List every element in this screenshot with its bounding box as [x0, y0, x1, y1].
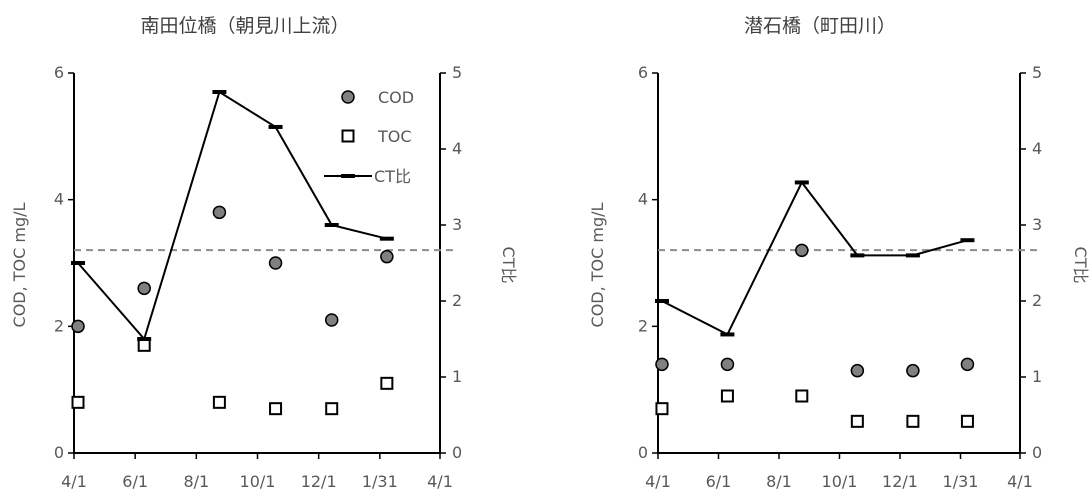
toc-point [137, 338, 151, 352]
x-tick-label: 4/1 [1007, 472, 1033, 491]
cod-point [324, 313, 339, 327]
x-tick-label: 10/1 [822, 472, 858, 491]
y2-tick-label: 3 [452, 215, 462, 234]
toc-point [655, 402, 669, 416]
chart-title: 潜石橋（町田川） [744, 15, 896, 37]
cod-point [71, 319, 85, 334]
x-tick-label: 4/1 [645, 472, 671, 491]
x-tick-label: 8/1 [183, 472, 209, 491]
x-tick-label: 1/31 [943, 472, 979, 491]
legend-label: COD [378, 88, 414, 107]
legend-toc-marker [341, 129, 355, 143]
x-tick-label: 12/1 [301, 472, 337, 491]
chart-title: 南田位橋（朝見川上流） [140, 15, 349, 37]
legend-cod-marker [341, 90, 355, 104]
y2-tick-label: 0 [452, 443, 462, 462]
toc-point [71, 395, 85, 409]
y2-axis-label: CT比 [1071, 247, 1090, 284]
y2-tick-label: 3 [1032, 215, 1042, 234]
toc-point [269, 402, 283, 416]
toc-point [720, 389, 734, 403]
legend-label: TOC [377, 127, 412, 146]
x-tick-label: 10/1 [240, 472, 276, 491]
y-tick-label: 0 [638, 443, 648, 462]
y2-tick-label: 0 [1032, 443, 1042, 462]
x-tick-label: 8/1 [766, 472, 792, 491]
toc-point [960, 414, 974, 428]
cod-point [380, 249, 394, 264]
y2-tick-label: 1 [452, 367, 462, 386]
cod-point [720, 357, 735, 372]
y2-tick-label: 4 [1032, 139, 1042, 158]
y-tick-label: 4 [638, 190, 648, 209]
y-axis-label: COD, TOC mg/L [10, 202, 29, 327]
y-tick-label: 0 [54, 443, 64, 462]
y-tick-label: 6 [54, 63, 64, 82]
y-tick-label: 2 [638, 316, 648, 335]
ct-ratio-line [77, 90, 388, 342]
toc-point [325, 402, 339, 416]
y2-tick-label: 5 [452, 63, 462, 82]
cod-point [655, 357, 669, 372]
x-tick-label: 4/1 [61, 472, 87, 491]
y-axis-label: COD, TOC mg/L [588, 202, 607, 327]
toc-point [380, 376, 394, 390]
cod-point [795, 243, 809, 258]
toc-point [906, 414, 920, 428]
y2-tick-label: 4 [452, 139, 462, 158]
cod-point [137, 281, 151, 296]
y2-tick-label: 2 [1032, 291, 1042, 310]
legend-label: CT比 [374, 167, 411, 186]
y2-tick-label: 5 [1032, 63, 1042, 82]
cod-point [850, 363, 865, 378]
x-tick-label: 12/1 [882, 472, 918, 491]
ct-ratio-line [661, 180, 968, 336]
y2-tick-label: 1 [1032, 367, 1042, 386]
cod-point [268, 256, 283, 270]
x-tick-label: 6/1 [122, 472, 148, 491]
y2-tick-label: 2 [452, 291, 462, 310]
x-tick-label: 1/31 [362, 472, 398, 491]
y-tick-label: 2 [54, 316, 64, 335]
cod-point [212, 205, 227, 220]
toc-point [850, 414, 864, 428]
cod-point [960, 357, 975, 372]
y-tick-label: 4 [54, 190, 64, 209]
cod-point [906, 363, 920, 378]
toc-point [212, 395, 226, 409]
toc-point [795, 389, 809, 403]
x-tick-label: 4/1 [427, 472, 453, 491]
x-tick-label: 6/1 [706, 472, 732, 491]
y-tick-label: 6 [638, 63, 648, 82]
y2-axis-label: CT比 [499, 247, 518, 284]
